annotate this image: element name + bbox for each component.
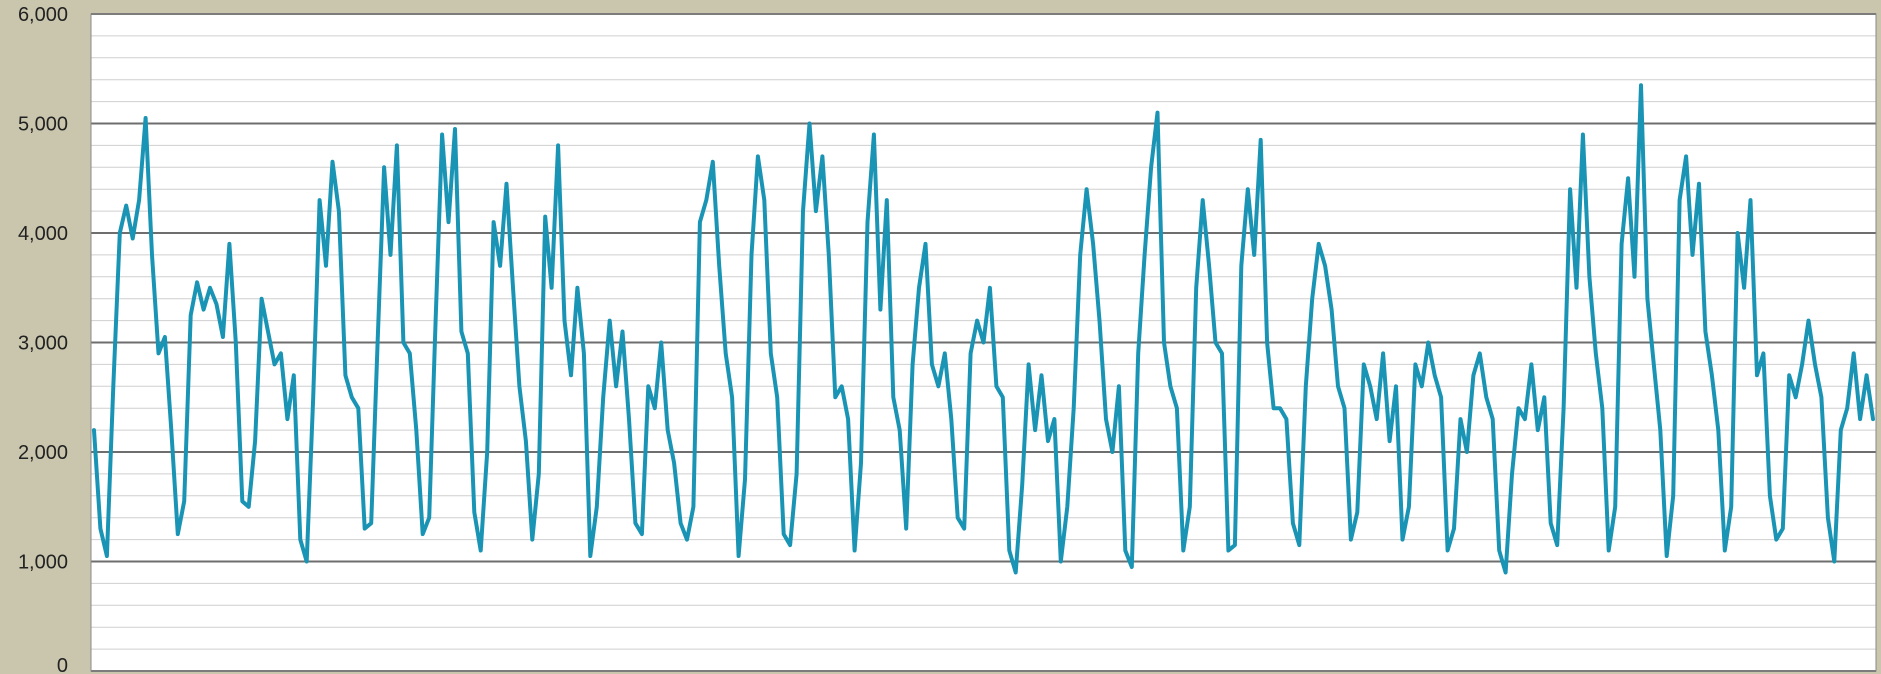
y-tick-label: 2,000 bbox=[18, 442, 68, 464]
minor-gridlines bbox=[91, 35, 1876, 650]
plot-border bbox=[90, 13, 1877, 672]
y-axis-tick-labels: 0 1,000 2,000 3,000 4,000 5,000 6,000 bbox=[18, 4, 68, 674]
y-tick-label: 6,000 bbox=[18, 4, 68, 26]
y-tick-label: 3,000 bbox=[18, 333, 68, 355]
y-tick-label: 0 bbox=[57, 655, 68, 674]
y-tick-label: 5,000 bbox=[18, 114, 68, 136]
series-line bbox=[92, 83, 1875, 575]
y-tick-label: 1,000 bbox=[18, 552, 68, 574]
y-tick-label: 4,000 bbox=[18, 223, 68, 245]
